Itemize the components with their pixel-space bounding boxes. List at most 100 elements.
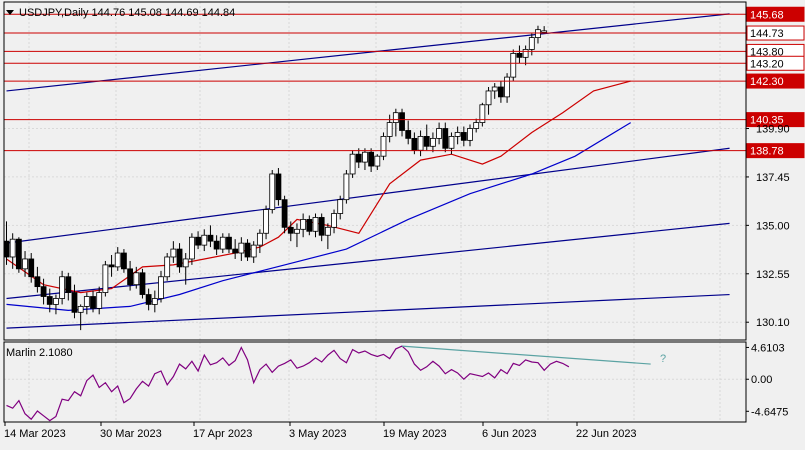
y-tick-label: 135.00 bbox=[756, 220, 790, 232]
candle bbox=[510, 49, 517, 82]
candle-body bbox=[337, 199, 344, 214]
candle bbox=[497, 81, 504, 103]
candle-body bbox=[232, 248, 239, 254]
candle-body bbox=[294, 228, 300, 234]
candle-body bbox=[65, 276, 72, 293]
y-tick-label: 139.90 bbox=[756, 124, 790, 136]
candle-body bbox=[28, 258, 35, 278]
candle bbox=[201, 229, 208, 252]
candle-body bbox=[362, 151, 368, 163]
candle-body bbox=[256, 232, 263, 246]
candle-body bbox=[188, 236, 195, 260]
candle-body bbox=[510, 52, 517, 78]
candle bbox=[337, 195, 344, 220]
level-label: 140.35 bbox=[750, 115, 784, 127]
candle-body bbox=[454, 132, 461, 137]
channel-line bbox=[6, 13, 730, 92]
candle bbox=[34, 266, 41, 293]
candle bbox=[405, 120, 412, 145]
oscillator-panel-frame bbox=[3, 341, 747, 423]
level-label-box bbox=[746, 112, 805, 128]
candle-body bbox=[269, 173, 276, 210]
candle-body bbox=[430, 137, 436, 147]
candle bbox=[349, 150, 356, 178]
candle-body bbox=[504, 76, 510, 98]
candle bbox=[343, 170, 350, 204]
symbol-info: USDJPY,Daily 144.76 145.08 144.69 144.84 bbox=[19, 7, 235, 19]
symbol-header: USDJPY,Daily 144.76 145.08 144.69 144.84 bbox=[6, 7, 235, 19]
candle-body bbox=[485, 90, 492, 106]
candle bbox=[108, 255, 115, 277]
candle-body bbox=[164, 256, 171, 278]
candle bbox=[460, 126, 467, 147]
candle-body bbox=[343, 173, 350, 201]
candles bbox=[3, 25, 548, 331]
candle-body bbox=[114, 252, 121, 268]
level-label: 143.80 bbox=[750, 46, 784, 58]
candle bbox=[28, 253, 35, 283]
candle bbox=[380, 132, 387, 161]
candle bbox=[294, 223, 300, 248]
y-tick-label: 137.45 bbox=[756, 172, 790, 184]
divergence-line bbox=[401, 345, 651, 365]
candle-body bbox=[380, 136, 387, 157]
channel-lines bbox=[6, 13, 730, 329]
candle-body bbox=[250, 244, 257, 258]
candle-body bbox=[448, 136, 455, 149]
candle bbox=[399, 108, 405, 137]
y-tick-label: 130.10 bbox=[756, 317, 790, 329]
candle-body bbox=[3, 240, 10, 258]
candle bbox=[275, 168, 282, 206]
candle bbox=[250, 241, 257, 263]
candle bbox=[306, 215, 313, 236]
candle-body bbox=[139, 272, 146, 295]
candle bbox=[454, 126, 461, 145]
candle-body bbox=[263, 209, 269, 234]
candle-body bbox=[275, 173, 282, 201]
candle bbox=[331, 209, 337, 234]
candle bbox=[114, 247, 121, 271]
marlin-oscillator bbox=[6, 345, 651, 422]
candle bbox=[318, 213, 325, 242]
candle-body bbox=[127, 268, 133, 286]
osc-y-tick-label: 0.00 bbox=[751, 374, 772, 386]
level-label: 143.20 bbox=[750, 58, 784, 70]
candle bbox=[374, 154, 381, 171]
candle-body bbox=[479, 104, 486, 123]
candle bbox=[96, 286, 103, 315]
candle bbox=[287, 221, 294, 242]
candle bbox=[90, 290, 96, 313]
candle-body bbox=[219, 236, 226, 250]
level-label: 138.78 bbox=[750, 146, 784, 158]
candle-body bbox=[417, 136, 424, 151]
candle-body bbox=[460, 132, 467, 141]
candle bbox=[170, 241, 177, 263]
candle-body bbox=[318, 217, 325, 236]
candle bbox=[281, 195, 288, 234]
collapse-triangle-icon[interactable] bbox=[6, 10, 14, 15]
channel-line bbox=[6, 147, 730, 244]
candle-body bbox=[374, 155, 381, 167]
candle bbox=[22, 251, 28, 277]
candle-body bbox=[535, 29, 541, 38]
candle-body bbox=[281, 199, 288, 228]
candle bbox=[485, 86, 492, 115]
candle-body bbox=[22, 258, 28, 270]
candle bbox=[535, 25, 541, 44]
candle-body bbox=[96, 292, 103, 309]
candle-body bbox=[170, 248, 177, 258]
candle bbox=[145, 288, 152, 311]
candle-body bbox=[133, 272, 140, 286]
candle-body bbox=[102, 264, 109, 293]
candle bbox=[9, 233, 16, 269]
candle bbox=[269, 170, 276, 214]
candle bbox=[195, 231, 201, 250]
candle-body bbox=[213, 240, 220, 250]
candle bbox=[182, 253, 189, 285]
candle-body bbox=[392, 112, 399, 123]
candle-body bbox=[121, 252, 127, 270]
candle-body bbox=[436, 128, 443, 139]
candle-body bbox=[34, 276, 41, 288]
